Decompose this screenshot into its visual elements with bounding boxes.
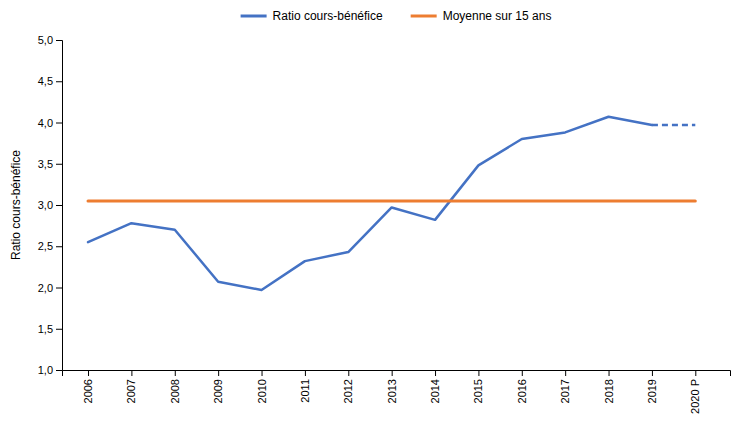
y-tick-label: 3,0 bbox=[38, 199, 53, 211]
x-tick: 2011 bbox=[299, 370, 311, 403]
y-tick-label: 4,0 bbox=[38, 117, 53, 129]
y-tick: 1,0 bbox=[38, 364, 62, 376]
y-tick-label: 1,5 bbox=[38, 323, 53, 335]
series-line bbox=[652, 124, 695, 127]
y-tick-mark bbox=[56, 246, 62, 247]
x-tick-label: 2010 bbox=[256, 379, 268, 403]
x-tick-mark bbox=[522, 370, 523, 376]
y-tick-label: 2,5 bbox=[38, 240, 53, 252]
x-tick-mark bbox=[175, 370, 176, 376]
plot: 2006 2007 2008 2009 2010 2011 2012 2013 2014 2015… bbox=[38, 34, 731, 414]
x-tick: 2008 bbox=[169, 370, 181, 403]
x-tick-label: 2013 bbox=[386, 379, 398, 403]
x-tick-label: 2011 bbox=[299, 379, 311, 403]
y-tick-mark bbox=[56, 123, 62, 124]
x-tick-mark bbox=[305, 370, 306, 376]
y-tick-mark bbox=[56, 40, 62, 41]
x-tick: 2013 bbox=[386, 370, 398, 403]
x-tick-mark bbox=[88, 370, 89, 376]
x-tick-label: 2014 bbox=[429, 379, 441, 403]
y-tick-mark bbox=[56, 205, 62, 206]
y-tick-label: 2,0 bbox=[38, 282, 53, 294]
x-tick-mark bbox=[609, 370, 610, 376]
x-tick-mark bbox=[262, 370, 263, 376]
x-tick-label: 2009 bbox=[212, 379, 224, 403]
legend-swatch bbox=[411, 15, 437, 18]
x-tick-mark bbox=[392, 370, 393, 376]
x-tick: 2015 bbox=[472, 370, 484, 403]
y-tick-mark bbox=[56, 370, 62, 371]
x-tick: 2018 bbox=[603, 370, 615, 403]
x-tick-mark bbox=[218, 370, 219, 376]
y-tick-label: 4,5 bbox=[38, 75, 53, 87]
y-tick-label: 1,0 bbox=[38, 364, 53, 376]
x-tick-label: 2006 bbox=[82, 379, 94, 403]
x-tick-label: 2016 bbox=[516, 379, 528, 403]
chart: 2006 2007 2008 2009 2010 2011 2012 2013 2014 2015… bbox=[0, 0, 750, 422]
x-tick-label: 2007 bbox=[125, 379, 137, 403]
y-tick: 4,5 bbox=[38, 75, 62, 87]
x-tick-label: 2019 bbox=[646, 379, 658, 403]
legend-item: Ratio cours-bénéfice bbox=[241, 9, 383, 23]
x-tick: 2006 bbox=[82, 370, 94, 403]
y-tick: 3,5 bbox=[38, 158, 62, 170]
x-tick: 2014 bbox=[429, 370, 441, 403]
y-tick-label: 5,0 bbox=[38, 34, 53, 46]
y-tick-mark bbox=[56, 329, 62, 330]
x-tick-label: 2020 P bbox=[689, 379, 701, 414]
x-tick-mark bbox=[652, 370, 653, 376]
y-tick: 4,0 bbox=[38, 117, 62, 129]
x-tick: 2012 bbox=[342, 370, 354, 403]
legend-label: Moyenne sur 15 ans bbox=[443, 9, 552, 23]
x-tick: 2016 bbox=[516, 370, 528, 403]
x-tick-mark bbox=[131, 370, 132, 376]
series-line bbox=[88, 199, 695, 202]
y-tick-mark bbox=[56, 164, 62, 165]
legend: Ratio cours-bénéfice Moyenne sur 15 ans bbox=[241, 9, 552, 23]
legend-label: Ratio cours-bénéfice bbox=[273, 9, 383, 23]
y-tick-mark bbox=[56, 288, 62, 289]
y-tick: 3,0 bbox=[38, 199, 62, 211]
x-tick-label: 2017 bbox=[559, 379, 571, 403]
x-tick: 2020 P bbox=[689, 370, 701, 414]
x-tick-label: 2008 bbox=[169, 379, 181, 403]
x-tick: 2007 bbox=[125, 370, 137, 403]
y-axis: 1,0 1,5 2,0 2,5 3,0 3,5 4,0 4,5 5,0 bbox=[38, 34, 63, 376]
y-tick: 5,0 bbox=[38, 34, 62, 46]
y-tick-label: 3,5 bbox=[38, 158, 53, 170]
y-tick: 2,5 bbox=[38, 240, 62, 252]
x-tick-mark bbox=[565, 370, 566, 376]
x-tick-mark bbox=[348, 370, 349, 376]
marks bbox=[88, 117, 695, 290]
x-tick-mark bbox=[435, 370, 436, 376]
x-tick: 2019 bbox=[646, 370, 658, 403]
x-tick-mark bbox=[695, 370, 696, 376]
y-tick: 2,0 bbox=[38, 282, 62, 294]
x-tick: 2010 bbox=[256, 370, 268, 403]
x-axis-line bbox=[63, 371, 731, 377]
x-tick: 2009 bbox=[212, 370, 224, 403]
x-tick-label: 2018 bbox=[603, 379, 615, 403]
x-axis: 2006 2007 2008 2009 2010 2011 2012 2013 2014 2015… bbox=[63, 370, 731, 414]
x-tick-label: 2015 bbox=[472, 379, 484, 403]
legend-swatch bbox=[241, 15, 267, 18]
y-axis-line bbox=[56, 41, 63, 371]
series-line bbox=[88, 117, 652, 290]
legend-item: Moyenne sur 15 ans bbox=[411, 9, 552, 23]
y-tick-mark bbox=[56, 81, 62, 82]
y-axis-title: Ratio cours-bénéfice bbox=[9, 150, 23, 260]
x-tick-label: 2012 bbox=[342, 379, 354, 403]
y-tick: 1,5 bbox=[38, 323, 62, 335]
x-tick: 2017 bbox=[559, 370, 571, 403]
x-tick-mark bbox=[478, 370, 479, 376]
